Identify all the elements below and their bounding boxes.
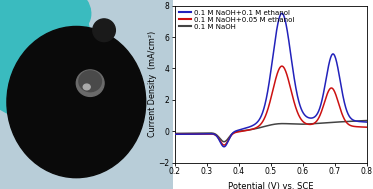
- Ellipse shape: [83, 84, 90, 90]
- Ellipse shape: [93, 19, 115, 42]
- Ellipse shape: [0, 0, 91, 118]
- Ellipse shape: [76, 70, 104, 96]
- Y-axis label: Current Density  (mA/cm²): Current Density (mA/cm²): [148, 31, 157, 137]
- Legend: 0.1 M NaOH+0.1 M ethanol, 0.1 M NaOH+0.05 M ethanol, 0.1 M NaOH: 0.1 M NaOH+0.1 M ethanol, 0.1 M NaOH+0.0…: [178, 9, 295, 31]
- Circle shape: [7, 26, 146, 178]
- Ellipse shape: [79, 71, 101, 92]
- X-axis label: Potential (V) vs. SCE: Potential (V) vs. SCE: [228, 182, 313, 189]
- Ellipse shape: [13, 0, 91, 38]
